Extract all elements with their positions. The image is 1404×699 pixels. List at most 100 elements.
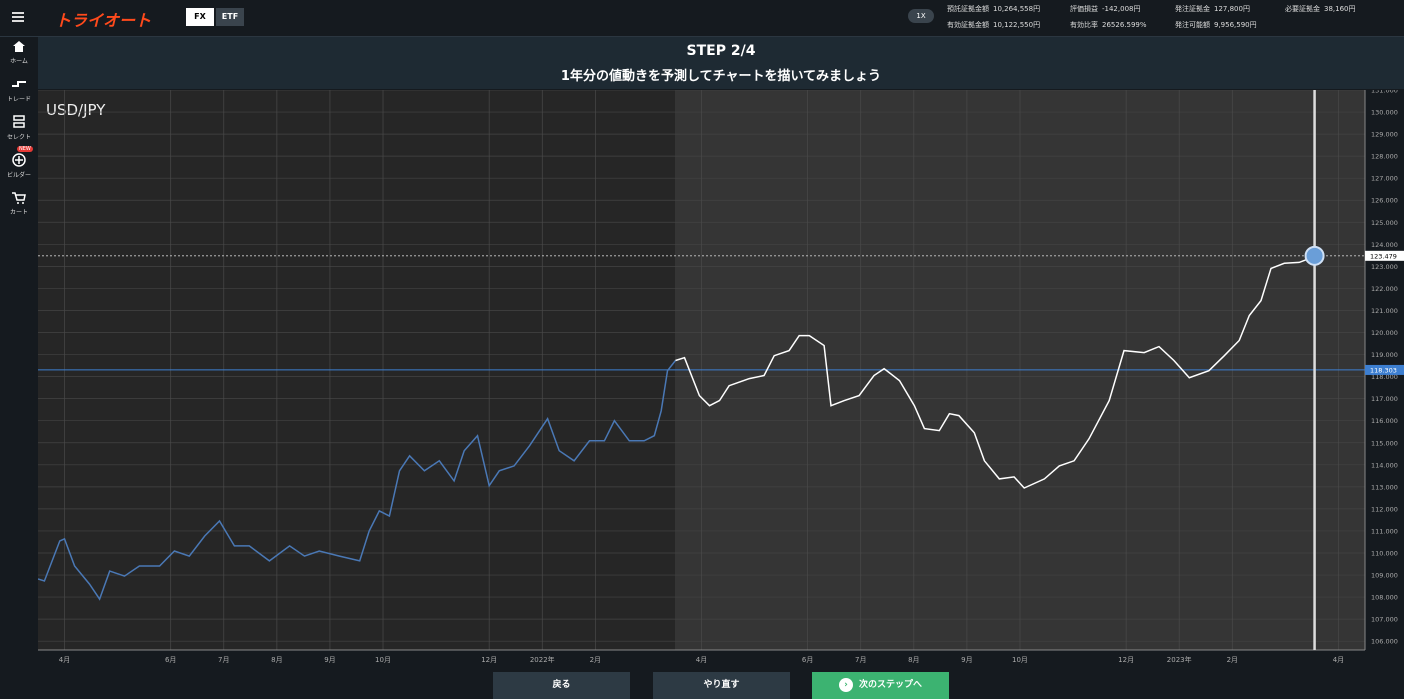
menu-icon[interactable] [12,12,24,22]
account-value: 10,264,558円 [993,5,1041,13]
sidebar: ホームトレードセレクトビルダーカート [0,37,38,699]
x-tick-label: 6月 [165,656,176,664]
y-tick-label: 121.000 [1371,307,1398,315]
x-tick-label: 10月 [375,656,391,664]
x-tick-label: 12月 [481,656,497,664]
account-value: 26526.599% [1102,21,1147,29]
y-tick-label: 108.000 [1371,594,1398,602]
account-value: 127,800円 [1214,5,1250,13]
x-tick-label: 10月 [1012,656,1028,664]
y-tick-label: 123.000 [1371,263,1398,271]
y-tick-label: 125.000 [1371,219,1398,227]
trade-icon [12,81,26,87]
step-header: STEP 2/4 1年分の値動きを予測してチャートを描いてみましょう [38,37,1404,89]
account-item: 有効比率 26526.599% [1070,20,1147,30]
y-tick-label: 114.000 [1371,461,1398,469]
sidebar-label: ビルダー [6,172,31,179]
chart-title: USD/JPY [46,101,106,119]
account-label: 評価損益 [1070,5,1098,13]
x-tick-label: 12月 [1118,656,1134,664]
home-icon [13,41,25,52]
next-label: 次のステップへ [858,680,922,690]
logo[interactable]: トライオート [55,11,152,30]
x-tick-label: 4月 [59,656,70,664]
step-title: STEP 2/4 [686,43,756,59]
account-value: -142,008円 [1102,5,1141,13]
account-label: 預託証拠金額 [947,5,989,13]
y-tick-label: 130.000 [1371,109,1398,117]
account-value: 10,122,550円 [993,21,1041,29]
y-tick-label: 120.000 [1371,329,1398,337]
cursor-price-tag [1365,250,1404,261]
x-tick-label: 7月 [218,656,229,664]
badge: NEW [17,146,33,152]
cursor-handle [1304,245,1325,266]
price-line [675,255,1315,489]
cart-icon [12,192,26,204]
y-tick-label: 128.000 [1371,153,1398,161]
price-line [38,360,677,601]
y-tick-label: 110.000 [1371,549,1398,557]
next-icon: › [838,677,853,692]
y-tick-label: 122.000 [1371,285,1398,293]
back-button[interactable]: 戻る [493,672,630,699]
y-tick-label: 127.000 [1371,175,1398,183]
sidebar-label: カート [9,209,28,216]
y-tick-label: 111.000 [1371,527,1398,535]
account-value: 38,160円 [1324,5,1356,13]
sidebar-label: トレード [6,96,31,103]
y-tick-label: 129.000 [1371,131,1398,139]
step-subtitle: 1年分の値動きを予測してチャートを描いてみましょう [560,69,882,84]
y-tick-label: 126.000 [1371,197,1398,205]
y-tick-label: 124.000 [1371,241,1398,249]
y-tick-label: 113.000 [1371,483,1398,491]
y-tick-label: 131.000 [1371,90,1398,95]
x-tick-label: 8月 [908,656,919,664]
x-tick-label: 2023年 [1167,655,1192,664]
account-item: 評価損益 -142,008円 [1070,4,1140,14]
y-tick-label: 117.000 [1371,395,1398,403]
account-item: 発注可能額 9,956,590円 [1175,20,1257,30]
x-axis-area [38,650,1404,668]
sidebar-label: セレクト [6,134,31,141]
y-tick-label: 112.000 [1371,505,1398,513]
x-tick-label: 9月 [324,656,335,664]
y-tick-label: 118.000 [1371,373,1398,381]
y-tick-label: 107.000 [1371,616,1398,624]
tab-fx[interactable]: FX [186,8,214,26]
redo-button[interactable]: やり直す [653,672,790,699]
account-label: 有効証拠金額 [947,21,989,29]
x-tick-label: 4月 [696,656,707,664]
top-bar: トライオート FX ETF 1X 預託証拠金額 10,264,558円 評価損益 -1… [0,0,1404,37]
account-item: 発注証拠金 127,800円 [1175,4,1250,14]
account-item: 有効証拠金額 10,122,550円 [947,20,1040,30]
account-value: 9,956,590円 [1214,21,1257,29]
current-price-label: 118.303 [1370,366,1397,374]
next-button[interactable]: › 次のステップへ [812,672,949,699]
y-tick-label: 109.000 [1371,572,1398,580]
x-tick-label: 4月 [1333,656,1344,664]
sidebar-label: ホーム [10,58,28,65]
x-tick-label: 7月 [855,656,866,664]
x-tick-label: 2月 [590,656,601,664]
y-tick-label: 119.000 [1371,351,1398,359]
account-item: 預託証拠金額 10,264,558円 [947,4,1040,14]
x-tick-label: 9月 [961,656,972,664]
x-tick-label: 2月 [1227,656,1238,664]
tab-etf[interactable]: ETF [216,8,244,26]
current-price-tag [1365,364,1404,375]
x-tick-label: 6月 [802,656,813,664]
cursor-price-label: 123.479 [1370,252,1397,260]
account-label: 発注証拠金 [1175,5,1210,13]
x-tick-label: 2022年 [530,655,555,664]
x-tick-label: 8月 [271,656,282,664]
y-tick-label: 115.000 [1371,439,1398,447]
account-label: 必要証拠金 [1285,5,1320,13]
chart[interactable]: USD/JPY 106.000 107.000 108.000 109.000 110.… [38,90,1404,668]
builder-icon [12,153,26,167]
y-tick-label: 116.000 [1371,417,1398,425]
select-icon [13,115,25,128]
account-label: 有効比率 [1070,21,1098,29]
y-tick-label: 106.000 [1371,638,1398,646]
